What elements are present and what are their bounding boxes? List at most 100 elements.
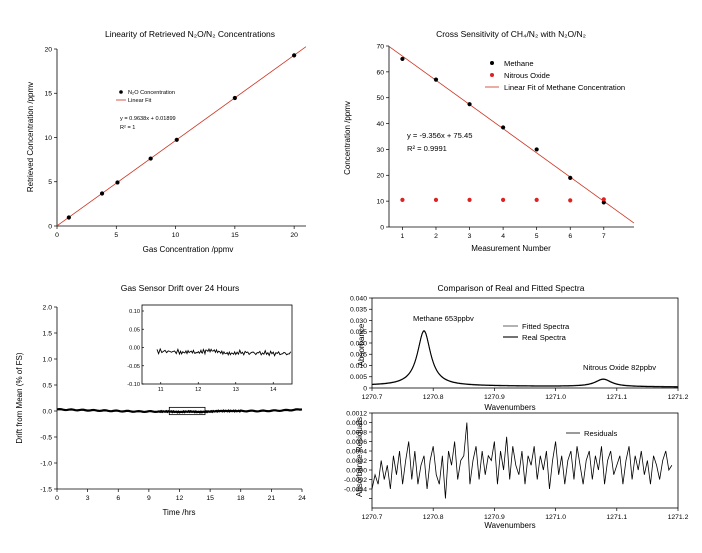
zoom-region-box xyxy=(168,406,206,416)
y-axis-label: Absorbance xyxy=(357,323,366,366)
plot-area: 0 5 10 15 20 0 5 10 15 20 xyxy=(44,46,307,239)
inset-y-tick-label: 0.10 xyxy=(129,309,140,315)
legend: Methane Nitrous Oxide Linear Fit of Meth… xyxy=(485,59,625,92)
legend-label-fitted: Fitted Spectra xyxy=(522,322,570,331)
y-axis-label: Retrieved Concentration /ppmv xyxy=(26,82,35,192)
inset-y-tick-label: -0.10 xyxy=(127,382,140,388)
n2o-concentration-point xyxy=(174,137,179,142)
nitrous-oxide-point xyxy=(433,197,439,202)
inset-x-tick-label: 13 xyxy=(233,387,239,393)
y-tick-label: 20 xyxy=(44,46,52,53)
plot-area: 0 3 6 9 12 15 18 21 24 -1.5 -1.0 -0.5 0.0 0.5 1.0 1.5 2.… xyxy=(40,304,306,502)
x-tick-label: 3 xyxy=(468,233,472,240)
y-tick-label: 5 xyxy=(48,179,52,186)
y-axis-label: Absorbance Residuals xyxy=(355,417,364,497)
n2o-concentration-point xyxy=(292,53,297,58)
x-tick-label: 7 xyxy=(602,233,606,240)
fit-equation: y = -9.356x + 75.45 xyxy=(407,131,472,140)
y-axis-label: Concentration /ppmv xyxy=(343,101,352,175)
x-tick-label: 12 xyxy=(176,495,184,502)
y-tick-label: -0.5 xyxy=(40,434,52,441)
methane-point xyxy=(433,77,439,82)
nitrous-oxide-point xyxy=(534,197,539,202)
y-tick-label: 0.005 xyxy=(350,374,367,381)
y-tick-label: 30 xyxy=(376,147,384,154)
plot-frame xyxy=(371,412,679,509)
methane-point xyxy=(534,147,539,152)
x-tick-label: 4 xyxy=(501,233,505,240)
chart-title: Cross Sensitivity of CH₄/N₂ with N₂O/N₂ xyxy=(436,29,586,39)
x-tick-label: 1271.1 xyxy=(606,394,627,401)
fit-equation: y = 0.9638x + 0.01899 xyxy=(120,116,176,122)
inset-drift-line xyxy=(156,347,292,357)
nitrous-oxide-point xyxy=(568,198,573,203)
panel-sensor-drift: Gas Sensor Drift over 24 Hours 0 3 6 9 12 15 1… xyxy=(15,283,306,517)
y-tick-label: -1.0 xyxy=(40,460,52,467)
y-tick-label: 0.015 xyxy=(350,352,367,359)
y-tick-label: 0.0000 xyxy=(346,467,367,474)
panel-linearity: Linearity of Retrieved N₂O/N₂ Concentrat… xyxy=(26,29,307,254)
panel-residuals: 1270.7 1270.8 1270.9 1271.0 1271.1 1271.2 -0.0… xyxy=(344,410,689,530)
y-tick-label: 10 xyxy=(44,135,52,142)
legend-label-fit: Linear Fit of Methane Concentration xyxy=(504,83,625,92)
x-tick-label: 1271.2 xyxy=(668,394,689,401)
n2o-concentration-point xyxy=(115,180,120,185)
methane-point xyxy=(568,175,573,180)
inset-y-tick-label: -0.05 xyxy=(127,364,140,370)
x-tick-label: 5 xyxy=(535,233,539,240)
nitrous-oxide-point xyxy=(601,197,606,202)
x-tick-label: 3 xyxy=(86,495,90,502)
n2o-concentration-point xyxy=(66,215,71,220)
y-tick-label: 1.5 xyxy=(43,330,53,337)
legend-label-fit: Linear Fit xyxy=(128,98,152,104)
x-tick-label: 1270.9 xyxy=(484,394,505,401)
methane-point xyxy=(467,102,472,107)
x-tick-label: 24 xyxy=(298,495,306,502)
x-tick-label: 15 xyxy=(231,232,239,239)
x-tick-label: 18 xyxy=(237,495,245,502)
inset-frame xyxy=(141,304,293,385)
x-tick-label: 1271.2 xyxy=(668,514,689,521)
legend-label-methane: Methane xyxy=(504,59,534,68)
drift-line xyxy=(56,408,303,414)
y-tick-label: 0.0012 xyxy=(346,410,367,417)
inset-x-tick-label: 14 xyxy=(270,387,276,393)
x-axis-label: Wavenumbers xyxy=(484,521,535,530)
y-tick-label: 0 xyxy=(48,223,52,230)
x-axis-label: Wavenumbers xyxy=(484,403,535,412)
methane-point xyxy=(501,125,506,130)
panel-cross-sensitivity: Cross Sensitivity of CH₄/N₂ with N₂O/N₂ … xyxy=(343,29,635,253)
y-tick-label: 0.0008 xyxy=(346,429,367,436)
x-tick-label: 2 xyxy=(434,233,438,240)
x-tick-label: 1 xyxy=(401,233,405,240)
inset-y-tick-label: 0.05 xyxy=(129,327,140,333)
panel-spectra: Comparison of Real and Fitted Spectra 12… xyxy=(350,283,689,412)
inset-y-tick-label: 0.00 xyxy=(129,346,140,352)
y-tick-label: 40 xyxy=(376,121,384,128)
y-tick-label: 0.0 xyxy=(43,408,53,415)
y-tick-label: -0.0004 xyxy=(344,486,367,493)
y-tick-label: 0.0002 xyxy=(346,458,367,465)
n2o-concentration-point xyxy=(148,156,153,161)
chart-title: Gas Sensor Drift over 24 Hours xyxy=(121,283,240,293)
x-tick-label: 1270.9 xyxy=(484,514,505,521)
annotation-methane: Methane 653ppbv xyxy=(413,314,474,323)
legend-label-residuals: Residuals xyxy=(584,429,618,438)
x-tick-label: 0 xyxy=(55,232,59,239)
y-tick-label: 0.010 xyxy=(350,363,367,370)
x-tick-label: 1270.8 xyxy=(423,394,444,401)
y-tick-label: 0.0004 xyxy=(346,448,367,455)
x-tick-label: 21 xyxy=(268,495,276,502)
legend-marker-n2o xyxy=(119,90,123,94)
x-tick-label: 1270.8 xyxy=(423,514,444,521)
y-tick-label: 0.025 xyxy=(350,329,367,336)
nitrous-oxide-point xyxy=(467,197,472,202)
chart-title: Comparison of Real and Fitted Spectra xyxy=(438,283,585,293)
legend-label-nitrous-oxide: Nitrous Oxide xyxy=(504,71,550,80)
x-tick-label: 1271.0 xyxy=(545,394,566,401)
y-tick-label: -1.5 xyxy=(40,486,52,493)
methane-linear-fit-line xyxy=(388,46,635,224)
y-tick-label: 0.020 xyxy=(350,340,367,347)
